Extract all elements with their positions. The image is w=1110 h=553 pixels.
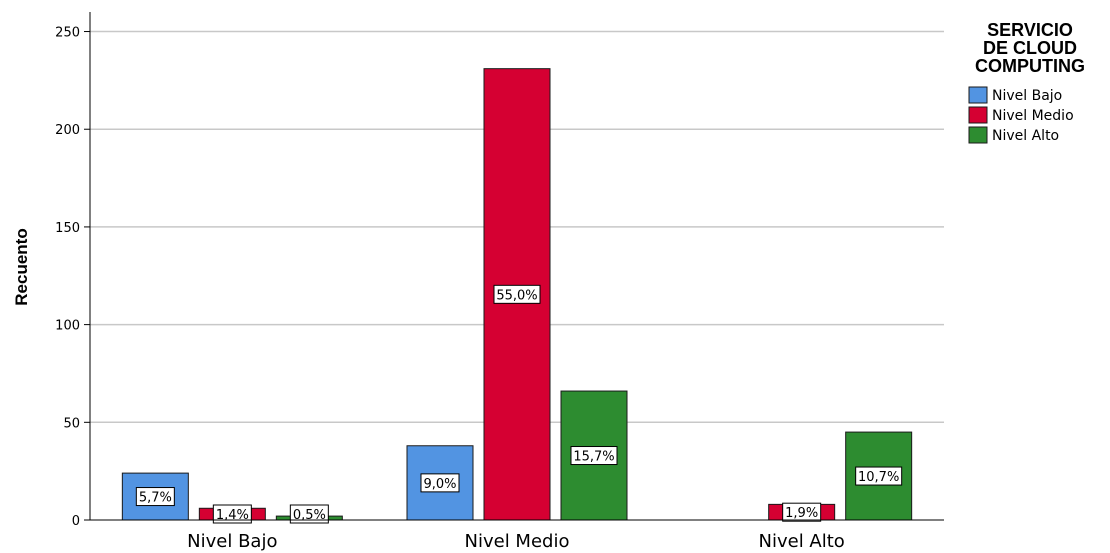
- y-axis-ticks: 0 50 100 150 200 250: [55, 26, 90, 529]
- y-tick-label: 250: [55, 26, 80, 41]
- data-label: 1,9%: [785, 506, 818, 521]
- data-label-box: [135, 487, 175, 507]
- legend-title: DE CLOUD: [983, 38, 1077, 58]
- data-label-box: [212, 504, 252, 524]
- data-label: 15,7%: [573, 450, 614, 465]
- data-label: 5,7%: [139, 491, 172, 506]
- y-tick-label: 0: [72, 514, 80, 529]
- x-category-label: Nivel Bajo: [187, 531, 277, 552]
- data-label-box: [493, 284, 541, 304]
- data-label: 55,0%: [496, 288, 537, 303]
- x-category-label: Nivel Medio: [465, 531, 570, 552]
- y-axis-title: Recuento: [12, 228, 31, 305]
- y-tick-label: 100: [55, 319, 80, 334]
- data-label: 10,7%: [858, 470, 899, 485]
- legend-swatch: [968, 86, 988, 104]
- legend-swatch: [968, 106, 988, 124]
- y-tick-label: 150: [55, 221, 80, 236]
- legend-label: Nivel Bajo: [992, 88, 1062, 104]
- legend-label: Nivel Alto: [992, 128, 1059, 144]
- data-label-box: [855, 466, 903, 486]
- y-tick-label: 50: [63, 416, 80, 431]
- data-label: 0,5%: [293, 508, 326, 523]
- x-category-label: Nivel Alto: [759, 531, 845, 552]
- axes: [89, 12, 944, 521]
- data-labels: 5,7% 1,4% 0,5% 9,0% 55,0% 15,7% 1,9% 10,7%: [135, 284, 903, 524]
- legend-label: Nivel Medio: [992, 108, 1074, 124]
- data-label: 1,4%: [216, 508, 249, 523]
- legend-title: COMPUTING: [975, 56, 1085, 76]
- legend-swatch: [968, 126, 988, 144]
- data-label-box: [570, 446, 618, 466]
- data-label-box: [420, 473, 460, 493]
- data-label-box: [289, 504, 329, 524]
- data-label: 9,0%: [423, 477, 456, 492]
- legend-title: SERVICIO: [987, 20, 1073, 40]
- y-tick-label: 200: [55, 123, 80, 138]
- data-label-box: [782, 502, 822, 522]
- x-axis-categories: Nivel Bajo Nivel Medio Nivel Alto: [187, 531, 845, 552]
